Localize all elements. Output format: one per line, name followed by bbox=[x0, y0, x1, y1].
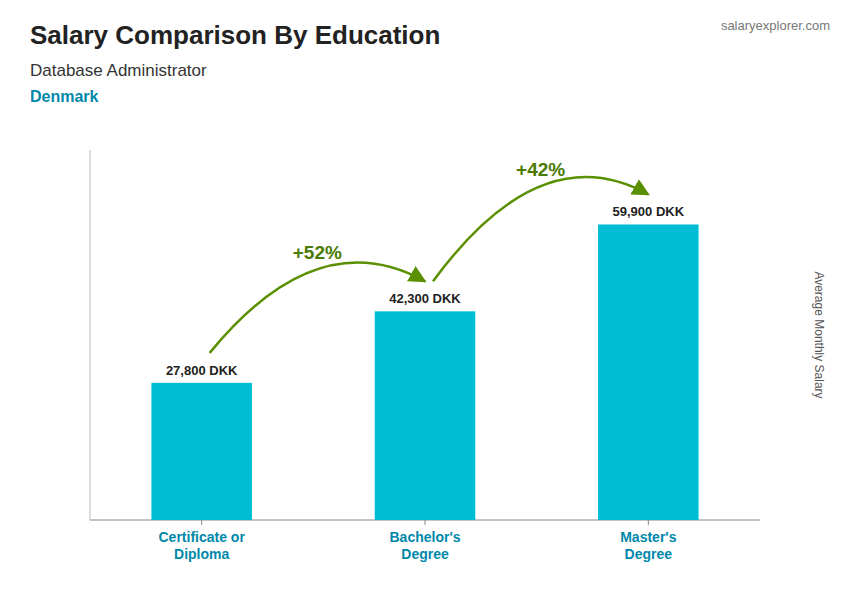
x-tick-label: Master'sDegree bbox=[620, 529, 676, 562]
y-axis-label: Average Monthly Salary bbox=[812, 271, 826, 398]
change-arrow bbox=[433, 177, 648, 281]
annotation: +52% bbox=[293, 242, 342, 263]
data-label: 59,900 DKK bbox=[613, 204, 685, 219]
x-tick-label: Bachelor'sDegree bbox=[389, 529, 460, 562]
chart: Salary Comparison By Education Database A… bbox=[0, 0, 850, 606]
source: salaryexplorer.com bbox=[721, 18, 830, 33]
x-tick bbox=[425, 520, 426, 525]
annotation: +42% bbox=[516, 159, 565, 180]
x-tick-label: Certificate orDiploma bbox=[158, 529, 245, 562]
bar bbox=[151, 383, 252, 520]
bar bbox=[375, 311, 476, 520]
title: Salary Comparison By Education bbox=[30, 20, 440, 50]
data-label: 42,300 DKK bbox=[389, 291, 461, 306]
x-tick bbox=[648, 520, 649, 525]
bar bbox=[598, 224, 699, 520]
x-tick bbox=[201, 520, 202, 525]
chart-container: Salary Comparison By Education Database A… bbox=[0, 0, 850, 606]
bars bbox=[151, 224, 698, 520]
country: Denmark bbox=[30, 88, 99, 105]
change-arrow bbox=[210, 263, 425, 353]
data-label: 27,800 DKK bbox=[166, 363, 238, 378]
subtitle: Database Administrator bbox=[30, 61, 207, 80]
y-axis-line bbox=[90, 150, 91, 520]
